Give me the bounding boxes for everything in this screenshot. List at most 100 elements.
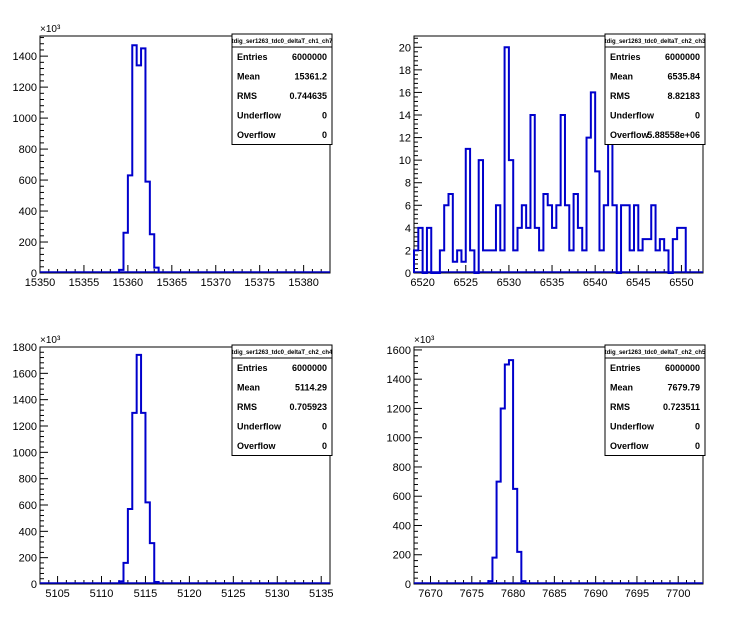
x-tick-label: 7695 bbox=[625, 588, 649, 600]
x-tick-label: 5105 bbox=[45, 588, 69, 600]
y-tick-label: 14 bbox=[399, 110, 411, 122]
histogram-line bbox=[118, 44, 160, 273]
stats-label: Entries bbox=[237, 363, 268, 373]
y-tick-label: 1600 bbox=[13, 368, 37, 380]
stats-box: tdig_ser1263_tdc0_deltaT_ch2_ch5 Entries 6… bbox=[604, 344, 706, 456]
y-tick-label: 0 bbox=[405, 579, 411, 591]
y-tick-label: 0 bbox=[31, 268, 37, 280]
y-tick-label: 1000 bbox=[13, 447, 37, 459]
y-tick-label: 600 bbox=[19, 500, 37, 512]
stats-title: tdig_ser1263_tdc0_deltaT_ch1_ch7 bbox=[232, 39, 333, 45]
stats-value: 7679.79 bbox=[667, 383, 700, 393]
x-tick-label: 5110 bbox=[90, 588, 114, 600]
stats-label: Mean bbox=[610, 383, 633, 393]
stats-value: 5114.29 bbox=[295, 383, 327, 393]
y-tick-label: 1000 bbox=[387, 433, 411, 445]
x-tick-label: 15370 bbox=[200, 277, 231, 289]
x-tick-label: 6545 bbox=[626, 277, 650, 289]
stats-label: Overflow bbox=[237, 441, 277, 451]
stats-value: 6000000 bbox=[665, 363, 700, 373]
y-tick-label: 200 bbox=[19, 553, 37, 565]
stats-label: Mean bbox=[237, 383, 260, 393]
stats-value: 6535.84 bbox=[667, 72, 700, 82]
stats-box: tdig_ser1263_tdc0_deltaT_ch2_ch3 Entries 6… bbox=[604, 33, 706, 145]
histogram-line bbox=[487, 359, 527, 584]
y-tick-label: 800 bbox=[19, 144, 37, 156]
x-tick-label: 5115 bbox=[134, 588, 158, 600]
x-tick-label: 15355 bbox=[69, 277, 100, 289]
y-tick-label: 16 bbox=[399, 87, 411, 99]
stats-box-frame bbox=[604, 33, 706, 145]
stats-label: RMS bbox=[610, 91, 630, 101]
stats-label: Underflow bbox=[610, 422, 655, 432]
x-tick-label: 5125 bbox=[221, 588, 245, 600]
stats-title: tdig_ser1263_tdc0_deltaT_ch2_ch3 bbox=[605, 39, 706, 45]
y-tick-label: 1400 bbox=[13, 395, 37, 407]
x-tick-label: 7700 bbox=[666, 588, 690, 600]
y-tick-label: 1400 bbox=[387, 374, 411, 386]
stats-value: 0.705923 bbox=[289, 402, 327, 412]
histogram-panel-3: 5105 5110 5115 5120 5125 5130 5135 0 200 400 600 80… bbox=[13, 335, 334, 600]
stats-label: RMS bbox=[237, 91, 257, 101]
x-tick-label: 15365 bbox=[157, 277, 188, 289]
x-tick-label: 15380 bbox=[288, 277, 319, 289]
plot-frame bbox=[39, 346, 331, 585]
stats-label: Underflow bbox=[610, 111, 655, 121]
y-tick-label: 1400 bbox=[13, 51, 37, 63]
stats-label: Overflow bbox=[610, 441, 650, 451]
y-tick-label: 1200 bbox=[13, 421, 37, 433]
y-tick-label: 12 bbox=[399, 133, 411, 145]
stats-label: Overflow bbox=[237, 130, 277, 140]
y-axis-exponent-label: ×10³ bbox=[40, 335, 61, 346]
stats-value: 0 bbox=[322, 441, 327, 451]
x-tick-label: 6535 bbox=[540, 277, 564, 289]
x-tick-label: 5130 bbox=[265, 588, 289, 600]
y-tick-label: 6 bbox=[405, 200, 411, 212]
stats-value: 0 bbox=[695, 441, 700, 451]
stats-label: Mean bbox=[610, 72, 633, 82]
y-tick-label: 600 bbox=[19, 175, 37, 187]
stats-label: Entries bbox=[237, 52, 268, 62]
stats-label: Entries bbox=[610, 363, 641, 373]
y-tick-label: 8 bbox=[405, 178, 411, 190]
x-tick-label: 15375 bbox=[244, 277, 275, 289]
y-tick-label: 400 bbox=[19, 206, 37, 218]
stats-label: Overflow bbox=[610, 130, 650, 140]
stats-label: RMS bbox=[237, 402, 257, 412]
y-tick-label: 10 bbox=[399, 155, 411, 167]
y-tick-label: 1800 bbox=[13, 342, 37, 354]
histogram-panel-1: 15350 15355 15360 15365 15370 15375 15380 0 200 4… bbox=[13, 24, 334, 289]
x-tick-label: 7685 bbox=[542, 588, 566, 600]
stats-label: Mean bbox=[237, 72, 260, 82]
y-axis-exponent-label: ×10³ bbox=[414, 335, 435, 346]
stats-label: Underflow bbox=[237, 111, 282, 121]
stats-value: 0 bbox=[322, 111, 327, 121]
y-tick-label: 2 bbox=[405, 245, 411, 257]
stats-value: 0.723511 bbox=[663, 402, 700, 412]
stats-value: 0 bbox=[322, 422, 327, 432]
stats-value: 6000000 bbox=[292, 52, 327, 62]
stats-value: 5.88558e+06 bbox=[647, 130, 700, 140]
stats-label: Underflow bbox=[237, 422, 282, 432]
stats-value: 0 bbox=[322, 130, 327, 140]
stats-title: tdig_ser1263_tdc0_deltaT_ch2_ch5 bbox=[605, 350, 706, 356]
stats-label: Entries bbox=[610, 52, 641, 62]
y-tick-label: 0 bbox=[405, 268, 411, 280]
y-tick-label: 1000 bbox=[13, 113, 37, 125]
y-tick-label: 800 bbox=[393, 462, 411, 474]
histogram-line bbox=[413, 46, 687, 274]
x-tick-label: 5135 bbox=[309, 588, 333, 600]
y-tick-label: 20 bbox=[399, 42, 411, 54]
y-tick-label: 600 bbox=[393, 491, 411, 503]
y-tick-label: 1200 bbox=[13, 82, 37, 94]
x-tick-label: 5120 bbox=[177, 588, 201, 600]
stats-box-frame bbox=[604, 344, 706, 456]
stats-value: 8.82183 bbox=[667, 91, 700, 101]
x-tick-label: 6530 bbox=[497, 277, 521, 289]
stats-box: tdig_ser1263_tdc0_deltaT_ch2_ch4 Entries 6… bbox=[231, 344, 333, 456]
x-tick-label: 7690 bbox=[583, 588, 607, 600]
stats-value: 6000000 bbox=[292, 363, 327, 373]
y-tick-label: 0 bbox=[31, 579, 37, 591]
y-tick-label: 400 bbox=[393, 520, 411, 532]
